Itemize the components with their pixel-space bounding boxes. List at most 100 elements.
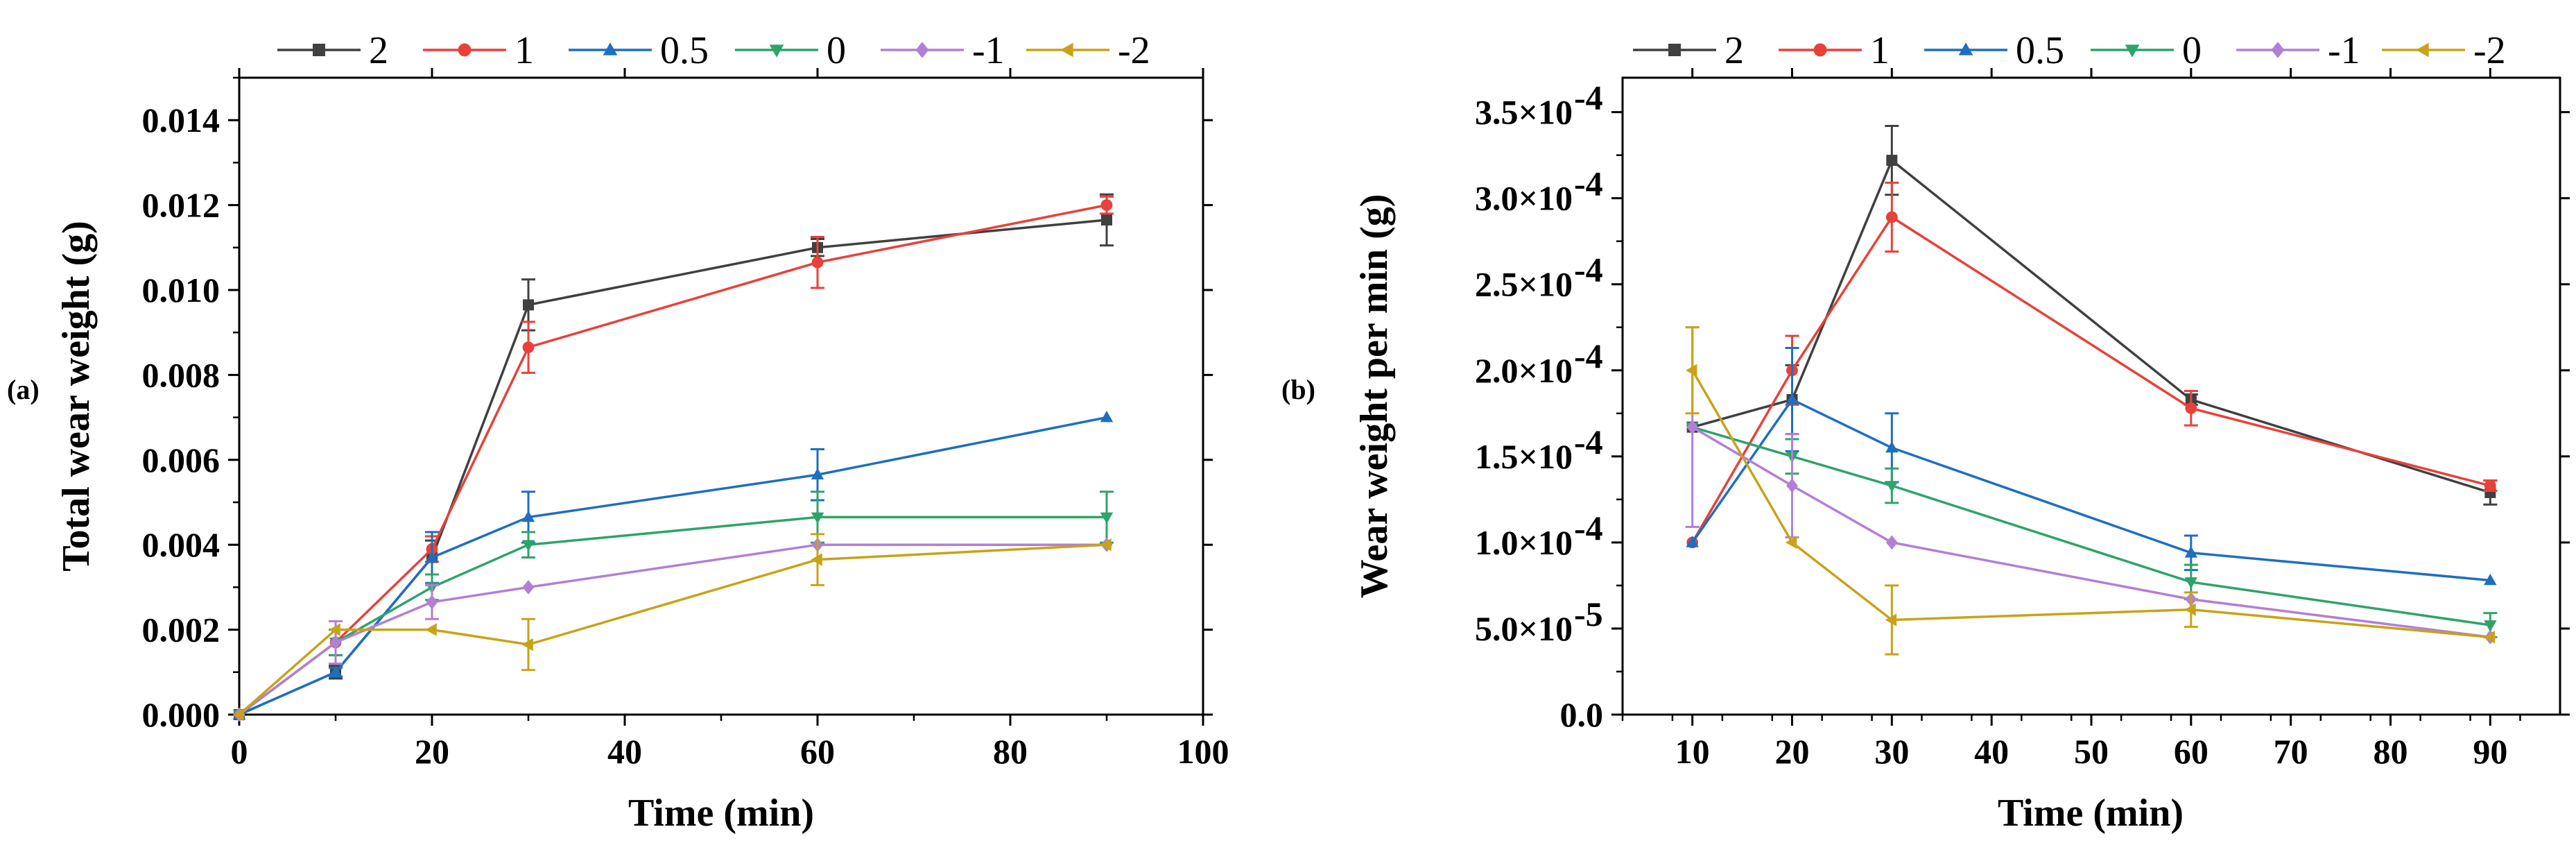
data-point-a (1100, 512, 1114, 525)
data-point-b (1885, 211, 1898, 223)
data-point-a (522, 580, 535, 595)
series-line-a (238, 543, 1107, 716)
series-b-0 (1686, 124, 2498, 506)
y-tick-label-a: 0.012 (142, 186, 221, 225)
data-point-b (2484, 620, 2497, 632)
series-b-3 (1686, 422, 2498, 638)
legend-label-b: -1 (2328, 29, 2360, 72)
y-tick-label-a: 0.008 (142, 355, 221, 394)
y-tick-label-a: 0.010 (142, 271, 221, 309)
y-axis-title-a: Total wear weight (g) (55, 221, 98, 572)
series-group-a (232, 193, 1114, 722)
legend-label-a: -1 (972, 29, 1005, 72)
y-tick-label-b: 2.5×10 (1475, 265, 1573, 304)
data-point-b (1785, 536, 1797, 549)
y-tick-exponent-b: -4 (1574, 423, 1603, 461)
data-point-a (811, 256, 824, 268)
series-line-a (238, 203, 1107, 716)
x-tick-label-b: 10 (1675, 732, 1710, 771)
legend-marker-a (313, 44, 325, 56)
data-point-a (811, 512, 824, 525)
data-point-a (522, 341, 535, 354)
data-point-a (521, 540, 535, 552)
legend-label-b: 0.5 (2016, 29, 2064, 72)
legend-marker-a (769, 44, 784, 58)
y-tick-label-b: 3.5×10 (1475, 93, 1573, 132)
legend-label-a: 0 (827, 29, 846, 72)
chart-panel-a: 2 1 0.5 0 -1 -2 0 20 40 60 80 100 0.000 0.002 0.004 0.… (7, 29, 1229, 835)
y-tick-exponent-b: -4 (1574, 509, 1603, 547)
x-tick-label-a: 100 (1177, 732, 1229, 771)
series-group-b (1685, 124, 2498, 656)
legend-marker-b (1813, 43, 1827, 57)
y-tick-exponent-b: -5 (1574, 595, 1603, 633)
legend-marker-b (1668, 44, 1681, 56)
y-tick-exponent-b: -4 (1574, 250, 1603, 289)
data-point-a (329, 635, 342, 650)
legend-label-b: -2 (2473, 29, 2506, 72)
y-tick-label-a: 0.004 (142, 525, 221, 564)
x-tick-label-b: 70 (2274, 732, 2308, 771)
axes-a: 0 20 40 60 80 100 0.000 0.002 0.004 0.006 0.008 0.0… (142, 68, 1229, 771)
data-point-b (2484, 573, 2497, 586)
data-point-a (523, 299, 534, 311)
data-point-b (1686, 536, 1699, 547)
legend-marker-a (458, 43, 472, 57)
legend-label-a: 1 (515, 29, 534, 72)
series-line-a (238, 543, 1107, 716)
series-line-a (239, 416, 1107, 716)
legend-marker-b (2125, 44, 2140, 58)
x-tick-label-a: 40 (607, 732, 642, 771)
series-line-b (1691, 426, 2491, 639)
data-point-b (1786, 393, 1799, 404)
x-tick-label-a: 20 (415, 732, 449, 771)
y-tick-label-b: 2.0×10 (1475, 351, 1573, 390)
y-tick-label-a: 0.014 (142, 101, 221, 139)
y-tick-label-a: 0.002 (142, 611, 221, 649)
x-tick-label-b: 50 (2074, 732, 2109, 771)
x-tick-label-b: 20 (1775, 732, 1810, 771)
data-point-b (1885, 481, 1899, 493)
series-a-3 (232, 491, 1114, 722)
x-tick-label-b: 80 (2373, 732, 2408, 771)
data-point-a (521, 638, 533, 651)
data-point-a (1100, 538, 1112, 552)
legend-label-a: -2 (1118, 29, 1150, 72)
x-tick-label-b: 30 (1874, 732, 1909, 771)
data-point-a (1101, 214, 1112, 226)
x-axis-title-a: Time (min) (628, 792, 814, 835)
data-point-a (425, 623, 437, 636)
series-b-1 (1686, 181, 2498, 549)
data-point-b (2484, 479, 2496, 492)
legend-label-b: 0 (2182, 29, 2202, 72)
data-point-b (2184, 577, 2198, 589)
y-axis-title-b: Wear weight per min (g) (1353, 194, 1396, 599)
data-point-a (521, 510, 535, 522)
y-tick-label-b: 3.0×10 (1475, 179, 1573, 218)
data-point-a (425, 550, 439, 563)
x-tick-label-b: 40 (1974, 732, 2009, 771)
legend-label-a: 2 (369, 29, 388, 72)
data-point-a (811, 468, 824, 480)
x-tick-label-a: 80 (993, 732, 1028, 771)
data-point-b (2185, 402, 2197, 414)
y-tick-label-b: 5.0×10 (1475, 609, 1573, 648)
legend-label-a: 0.5 (660, 29, 709, 72)
legend-marker-b (2416, 42, 2429, 58)
x-tick-label-a: 60 (800, 732, 835, 771)
data-point-b (2184, 603, 2196, 616)
data-point-b (1886, 155, 1898, 167)
y-tick-exponent-b: -4 (1574, 78, 1603, 117)
legend-a: 2 1 0.5 0 -1 -2 (277, 29, 1150, 72)
legend-marker-a (915, 42, 929, 58)
data-point-b (2483, 631, 2496, 644)
data-point-a (1100, 199, 1113, 211)
y-tick-exponent-b: -4 (1574, 336, 1603, 375)
data-point-a (329, 623, 340, 636)
series-b-4 (1685, 326, 2496, 645)
legend-b: 2 1 0.5 0 -1 -2 (1633, 29, 2506, 72)
legend-label-b: 1 (1870, 29, 1890, 72)
data-point-a (232, 708, 244, 722)
data-point-a (1100, 411, 1114, 423)
